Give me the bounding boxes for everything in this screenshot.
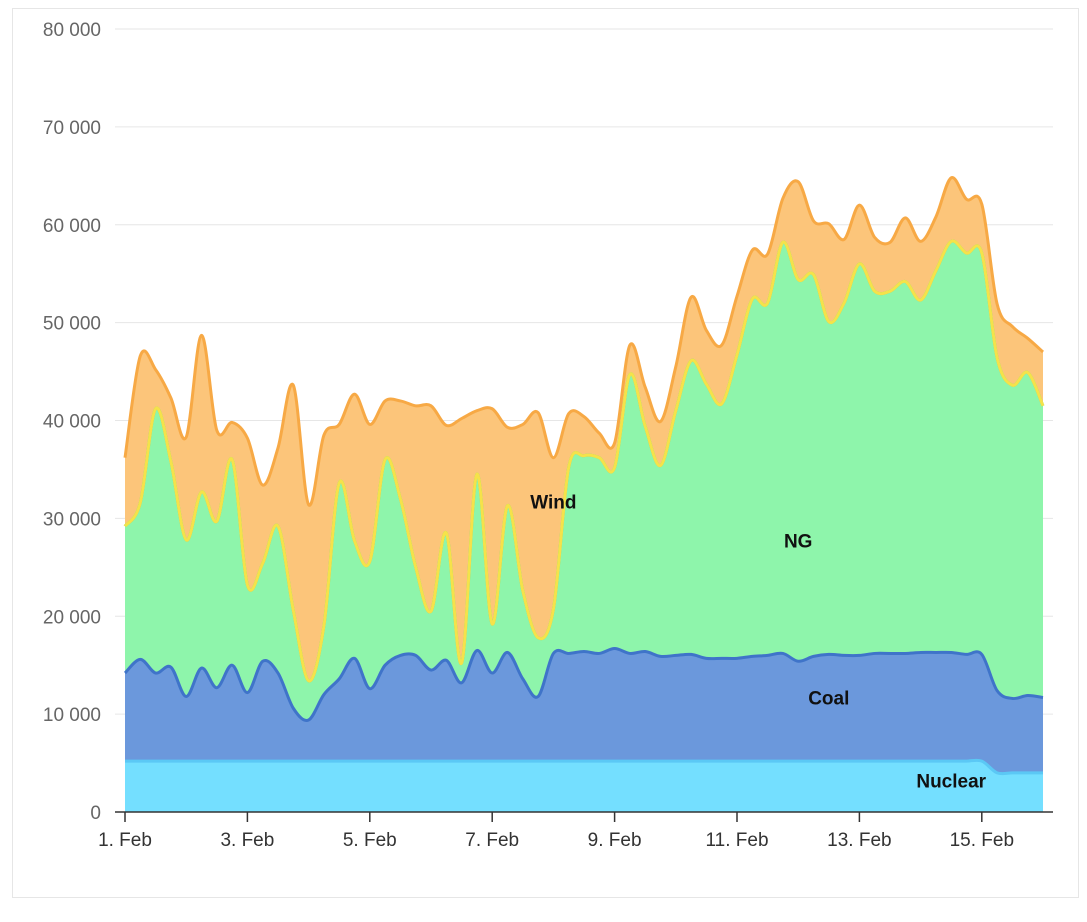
y-tick-label: 60 000 xyxy=(43,216,101,237)
x-tick-label: 1. Feb xyxy=(98,830,152,851)
x-tick-label: 3. Feb xyxy=(220,830,274,851)
series-label-wind: Wind xyxy=(530,493,576,514)
y-tick-label: 80 000 xyxy=(43,20,101,41)
series-label-coal: Coal xyxy=(808,688,849,709)
x-tick-label: 13. Feb xyxy=(827,830,891,851)
series-labels: Wind NG Coal Nuclear xyxy=(530,493,986,793)
line-wind xyxy=(123,176,1045,507)
line-nuclear xyxy=(124,758,1043,776)
x-tick-label: 9. Feb xyxy=(588,830,642,851)
x-tick-label: 11. Feb xyxy=(705,830,768,851)
series-label-ng: NG xyxy=(784,532,813,553)
x-tick-label: 5. Feb xyxy=(343,830,397,851)
series-lines xyxy=(123,176,1045,776)
area-wind xyxy=(125,177,1043,682)
area-coal xyxy=(125,648,1043,774)
x-tick-label: 15. Feb xyxy=(950,830,1014,851)
area-nuclear xyxy=(125,760,1043,812)
y-axis-ticks: 0 10 000 20 000 30 000 40 000 50 000 60 000 70 … xyxy=(43,20,101,824)
area-ng xyxy=(125,240,1043,721)
y-tick-label: 70 000 xyxy=(43,118,101,139)
y-tick-label: 20 000 xyxy=(43,607,101,628)
line-solar xyxy=(123,239,1045,683)
series-label-nuclear: Nuclear xyxy=(916,772,986,793)
area-series xyxy=(125,177,1043,812)
stacked-area-chart: 0 10 000 20 000 30 000 40 000 50 000 60 000 70 … xyxy=(43,20,1053,851)
y-tick-label: 50 000 xyxy=(43,314,101,335)
y-tick-label: 40 000 xyxy=(43,412,101,433)
chart-frame: 0 10 000 20 000 30 000 40 000 50 000 60 000 70 … xyxy=(12,8,1079,898)
x-axis-ticks: 1. Feb 3. Feb 5. Feb 7. Feb 9. Feb 11. Feb 13.… xyxy=(98,812,1014,851)
x-tick-label: 7. Feb xyxy=(465,830,519,851)
y-tick-label: 30 000 xyxy=(43,509,101,530)
line-coal xyxy=(123,647,1044,722)
y-tick-label: 0 xyxy=(90,803,101,824)
y-tick-label: 10 000 xyxy=(43,705,101,726)
